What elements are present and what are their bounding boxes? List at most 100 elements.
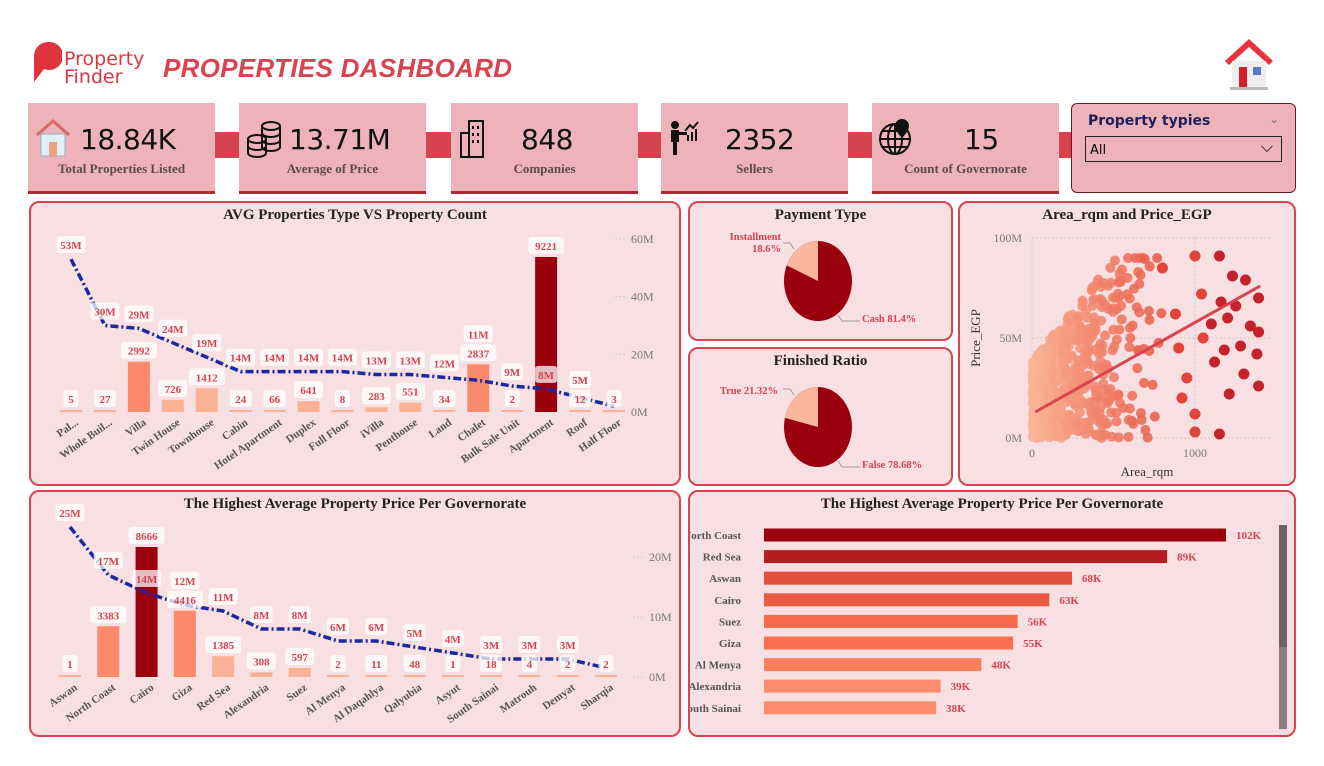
scatter-point <box>1156 262 1168 274</box>
property-finder-logo <box>34 42 62 82</box>
scatter-chart: 0M 50M 100M 0 1000 Area_rqm Price_EGP <box>968 231 1272 479</box>
kpi-label: Total Properties Listed <box>57 161 186 176</box>
slicer-title: Property typies <box>1088 113 1211 129</box>
avg-label: 5M <box>572 375 589 387</box>
data-label-bg <box>535 365 558 383</box>
x-tick-label: Asyut <box>433 681 463 707</box>
data-label-bg <box>205 636 242 654</box>
scatter-point <box>1028 361 1039 372</box>
data-label-bg <box>250 606 273 623</box>
avg-label: 6M <box>330 622 347 634</box>
governorate-bar-panel: The Highest Average Property Price Per G… <box>688 490 1296 737</box>
data-label-bg <box>55 504 85 521</box>
kpi-value: 18.84K <box>80 123 176 156</box>
count-label: 5 <box>68 394 74 406</box>
count-label: 3 <box>611 394 617 406</box>
scatter-point <box>1073 311 1084 322</box>
bar <box>441 675 464 677</box>
value-label: 63K <box>1059 595 1079 607</box>
governorate-chart-panel: The Highest Average Property Price Per G… <box>29 490 681 737</box>
count-label: 24 <box>235 394 247 406</box>
avg-label: 11M <box>213 592 234 604</box>
slice-label: Installment <box>730 232 782 243</box>
count-label: 1385 <box>212 640 235 652</box>
bar <box>288 668 311 677</box>
category-label: Alexandria <box>690 681 741 693</box>
scatter-point <box>1105 262 1116 273</box>
data-label-bg <box>192 334 222 352</box>
scatter-point <box>1049 374 1060 385</box>
data-label-bg <box>93 390 116 407</box>
scatter-point <box>1115 276 1126 287</box>
slice-label: True 21.32% <box>720 386 778 397</box>
scatter-point <box>1125 332 1136 343</box>
scrollbar-thumb[interactable] <box>1279 525 1287 647</box>
scatter-point <box>1076 334 1087 345</box>
data-label-bg <box>62 655 78 672</box>
bar <box>480 675 503 677</box>
avg-label: 53M <box>60 240 82 252</box>
bar <box>467 364 490 412</box>
home-icon[interactable] <box>1223 37 1275 93</box>
bar <box>173 610 196 677</box>
scatter-point <box>1062 421 1073 432</box>
data-label-bg <box>327 618 349 635</box>
avg-label: 6M <box>368 622 385 634</box>
logo-line: Property <box>64 48 145 70</box>
scatter-point <box>1103 388 1114 399</box>
value-label: 48K <box>991 660 1011 672</box>
data-label-bg <box>598 655 614 672</box>
scatter-point <box>1040 410 1051 421</box>
data-label-bg <box>166 590 203 608</box>
data-label-bg <box>518 636 541 653</box>
chart-title: Area_rqm and Price_EGP <box>1042 207 1212 223</box>
slice-label: Cash 81.4% <box>862 314 916 325</box>
scatter-point <box>1240 274 1252 286</box>
data-label-bg <box>285 648 315 666</box>
scatter-point <box>1061 330 1072 341</box>
avg-label: 14M <box>264 353 286 365</box>
data-label-bg <box>208 588 238 605</box>
avg-label: 14M <box>136 574 158 586</box>
scatter-point <box>1139 254 1150 265</box>
x-axis-title: Area_rqm <box>1121 464 1174 479</box>
scatter-point <box>1124 322 1135 333</box>
scatter-point <box>1070 394 1081 405</box>
data-label-bg <box>288 606 311 623</box>
type-chart-panel: AVG Properties Type VS Property Count 0M 2… <box>29 201 681 486</box>
data-label-bg <box>294 348 324 366</box>
bar <box>263 410 286 412</box>
scatter-point <box>1230 300 1242 312</box>
count-label: 2837 <box>467 348 490 360</box>
y-tick-label: 40M <box>631 290 654 304</box>
chevron-down-icon[interactable]: ⌄ <box>1268 112 1279 126</box>
bar <box>97 626 120 677</box>
data-label-bg <box>120 341 157 359</box>
scatter-point <box>1108 292 1119 303</box>
count-label: 4 <box>527 659 533 671</box>
property-type-slicer[interactable]: Property typies ⌄ All ⌵ <box>1071 103 1296 193</box>
scatter-point <box>1109 255 1120 266</box>
scatter-point <box>1055 411 1066 422</box>
scatter-point <box>1088 360 1099 371</box>
scatter-point <box>1065 314 1076 325</box>
scatter-point <box>1253 380 1265 392</box>
x-tick-label: Cairo <box>128 681 157 706</box>
scatter-point <box>1094 417 1105 428</box>
data-label-bg <box>229 390 252 407</box>
bar <box>764 571 1072 585</box>
page-title: PROPERTIES DASHBOARD <box>163 53 513 83</box>
data-label-bg <box>569 390 592 407</box>
scatter-point <box>1042 344 1053 355</box>
scatter-point <box>1060 349 1071 360</box>
scatter-point <box>1235 340 1247 352</box>
avg-label: 17M <box>98 556 120 568</box>
y-tick-label: 50M <box>999 331 1022 345</box>
scatter-point <box>1086 414 1097 425</box>
scatter-point <box>1111 334 1122 345</box>
scatter-point <box>1049 359 1060 370</box>
avg-label: 14M <box>298 353 320 365</box>
data-label-bg <box>90 606 127 624</box>
category-label: Giza <box>719 638 741 650</box>
slicer-dropdown[interactable]: All ⌵ <box>1085 136 1282 162</box>
